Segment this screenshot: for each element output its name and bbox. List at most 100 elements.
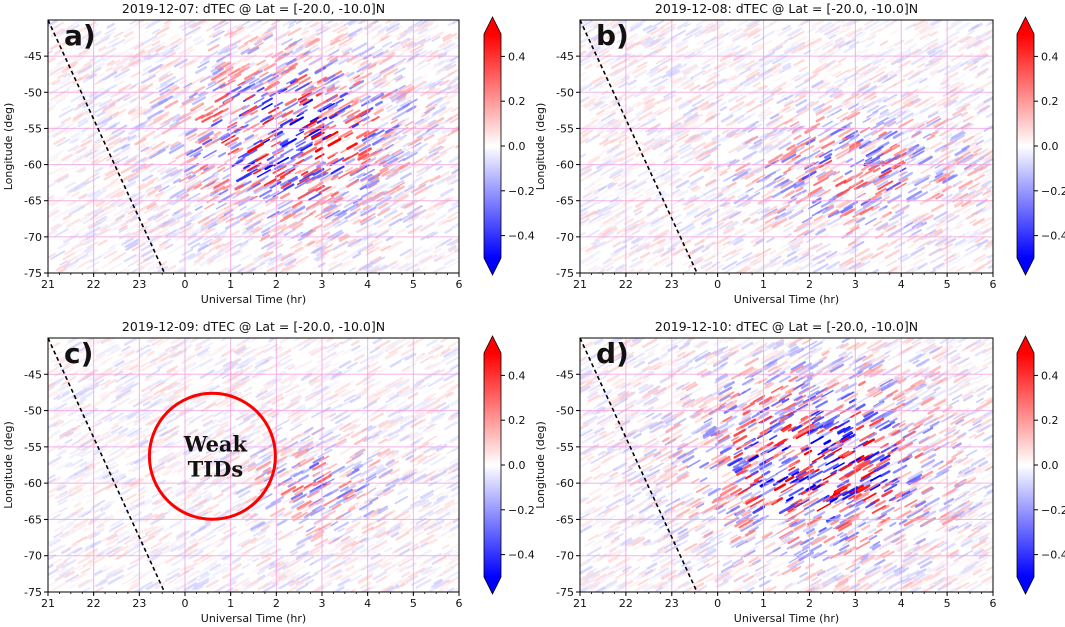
dtec-streak (80, 139, 93, 148)
dtec-streak (261, 44, 275, 53)
dtec-streak (917, 123, 925, 129)
dtec-streak (746, 224, 763, 236)
dtec-streak (704, 264, 716, 272)
dtec-streak (634, 106, 650, 116)
dtec-streak (926, 238, 937, 246)
dtec-streak (54, 32, 63, 38)
dtec-streak (870, 268, 879, 273)
dtec-streak (671, 57, 681, 64)
dtec-streak (836, 188, 850, 197)
dtec-streak (336, 26, 349, 34)
dtec-streak (827, 63, 843, 73)
dtec-streak (100, 261, 113, 270)
dtec-streak (113, 108, 127, 117)
dtec-streak (319, 25, 329, 32)
dtec-streak (371, 184, 386, 193)
dtec-streak (784, 100, 795, 108)
dtec-streak (902, 127, 913, 135)
dtec-streak (975, 30, 991, 40)
dtec-streak (662, 159, 673, 166)
dtec-streak (929, 30, 938, 37)
dtec-streak (287, 24, 295, 29)
dtec-streak (648, 77, 656, 83)
dtec-streak (712, 237, 725, 246)
dtec-streak (180, 227, 192, 235)
y-tick-label: -50 (556, 86, 574, 99)
dtec-streak (982, 203, 993, 210)
dtec-streak (127, 174, 136, 180)
dtec-streak (48, 131, 58, 139)
dtec-streak (781, 153, 797, 163)
dtec-streak (54, 173, 69, 183)
dtec-streak (580, 210, 596, 221)
dtec-streak (157, 166, 166, 173)
dtec-streak (608, 200, 624, 210)
dtec-streak (357, 172, 366, 179)
dtec-streak (926, 134, 936, 141)
dtec-streak (66, 256, 78, 264)
dtec-streak (207, 44, 220, 52)
dtec-streak (78, 168, 86, 174)
dtec-streak (406, 22, 422, 32)
dtec-streak (347, 238, 357, 245)
dtec-streak (407, 209, 421, 218)
dtec-streak (580, 128, 590, 135)
dtec-streak (330, 191, 339, 197)
dtec-streak (154, 227, 170, 237)
dtec-streak (935, 193, 944, 200)
dtec-streak (105, 129, 122, 140)
dtec-streak (580, 83, 587, 89)
dtec-streak (582, 192, 592, 199)
dtec-streak (395, 96, 407, 104)
dtec-streak (56, 175, 69, 184)
dtec-streak (143, 122, 154, 129)
dtec-streak (67, 40, 84, 51)
dtec-streak (932, 262, 945, 270)
dtec-streak (126, 239, 140, 249)
dtec-streak (54, 80, 63, 86)
dtec-streak (137, 108, 149, 116)
dtec-streak (57, 267, 67, 273)
dtec-streak (859, 227, 874, 237)
dtec-streak (979, 152, 991, 160)
dtec-streak (871, 250, 884, 259)
dtec-streak (955, 155, 964, 162)
dtec-streak (374, 81, 385, 89)
dtec-streak (414, 38, 426, 46)
dtec-streak (227, 121, 238, 129)
dtec-streak (879, 40, 888, 46)
dtec-streak (353, 80, 362, 86)
dtec-streak (737, 211, 747, 218)
dtec-streak (875, 222, 889, 231)
dtec-streak (729, 159, 737, 164)
dtec-streak (382, 41, 393, 48)
dtec-streak (54, 228, 69, 237)
dtec-streak (694, 208, 711, 219)
dtec-streak (453, 165, 459, 171)
dtec-streak (811, 67, 820, 74)
dtec-streak (391, 93, 406, 103)
dtec-streak (185, 171, 193, 176)
dtec-streak (960, 35, 973, 44)
dtec-streak (689, 84, 701, 92)
dtec-streak (672, 41, 682, 48)
dtec-streak (86, 184, 98, 192)
dtec-streak (253, 97, 265, 104)
dtec-streak (855, 216, 864, 223)
dtec-streak (584, 101, 595, 108)
dtec-streak (217, 245, 231, 254)
dtec-streak (190, 210, 204, 219)
dtec-streak (663, 27, 674, 35)
dtec-streak (314, 135, 327, 143)
dtec-streak (901, 227, 915, 236)
dtec-streak (159, 167, 172, 175)
dtec-streak (170, 141, 180, 147)
dtec-streak (280, 192, 291, 200)
dtec-streak (580, 54, 592, 64)
dtec-streak (444, 228, 453, 234)
dtec-streak (596, 109, 605, 116)
dtec-streak (738, 164, 747, 170)
dtec-streak (426, 52, 442, 62)
dtec-streak (929, 141, 943, 150)
dtec-streak (325, 157, 339, 166)
